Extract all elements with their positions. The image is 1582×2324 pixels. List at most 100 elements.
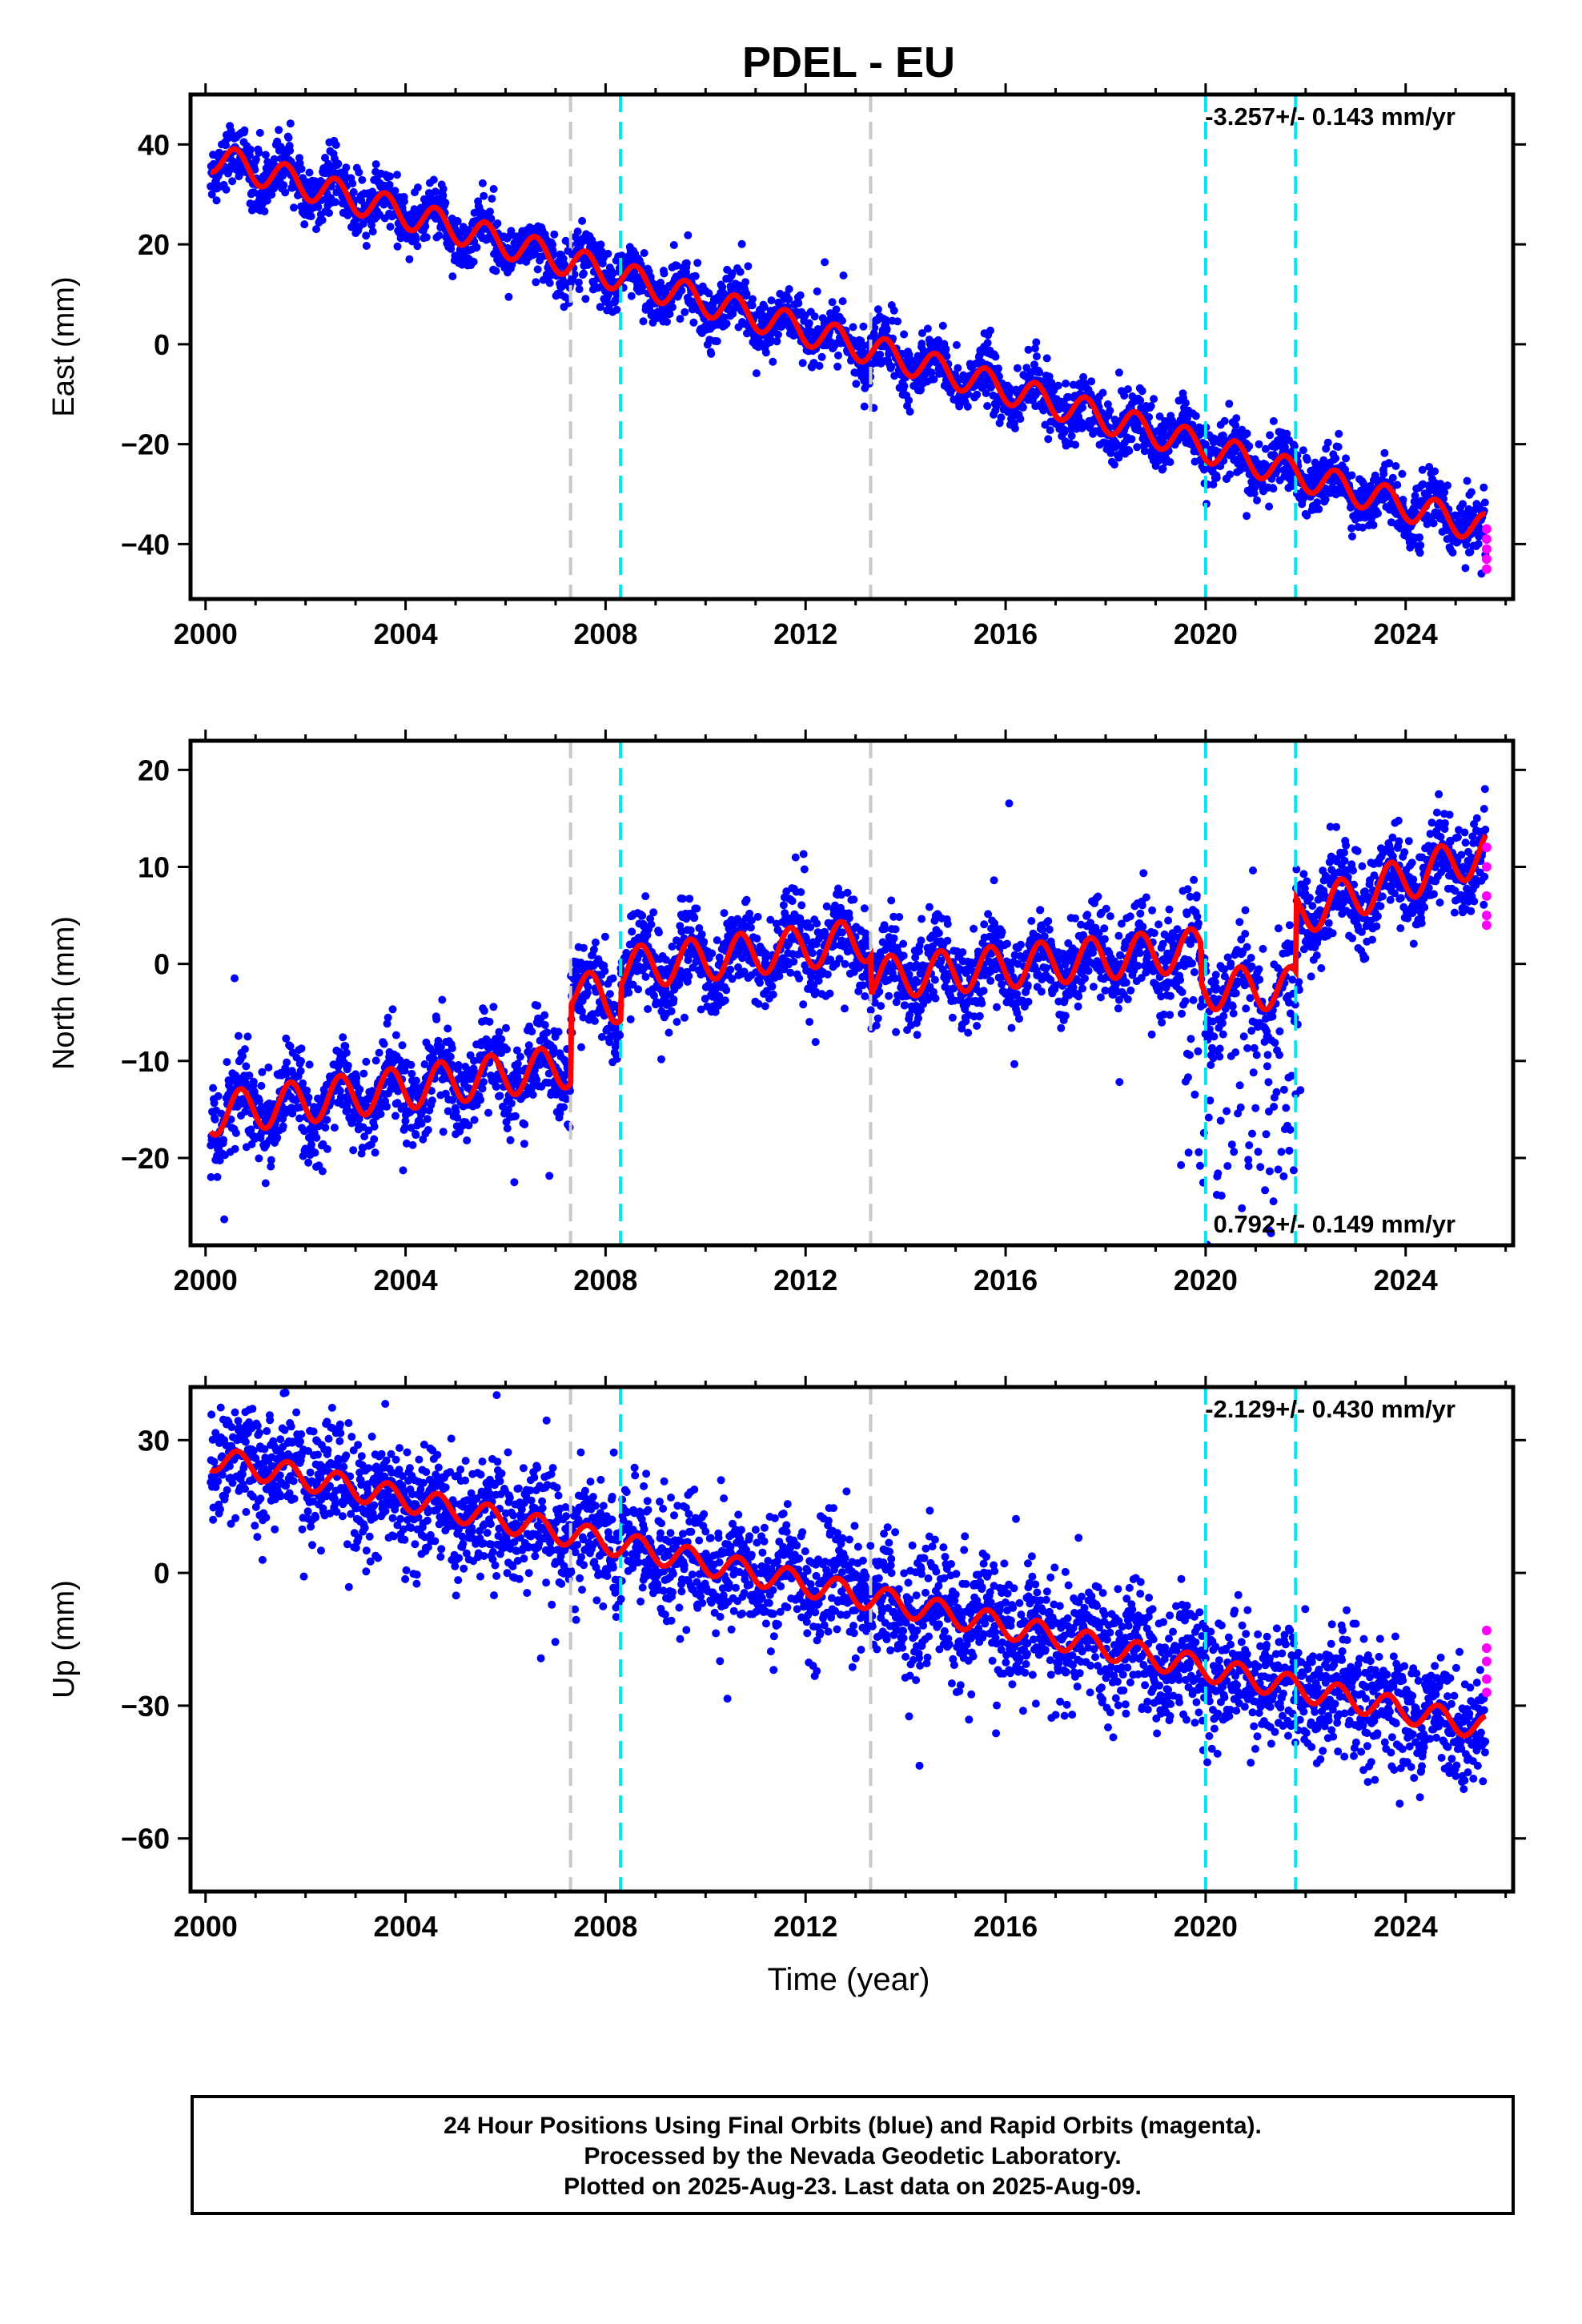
- data-point: [325, 209, 333, 217]
- data-point: [955, 402, 964, 411]
- data-point: [1114, 368, 1123, 377]
- data-point: [282, 1034, 291, 1043]
- data-point: [524, 1041, 533, 1050]
- data-point: [665, 1028, 673, 1037]
- data-point: [532, 1076, 541, 1084]
- data-point: [1431, 467, 1439, 476]
- data-point: [358, 175, 367, 184]
- data-point: [453, 217, 462, 226]
- data-point: [391, 187, 400, 195]
- data-point: [545, 1172, 554, 1180]
- data-point: [1347, 471, 1356, 480]
- data-point: [917, 329, 926, 337]
- data-point: [399, 1166, 408, 1175]
- data-point: [641, 972, 650, 981]
- data-point: [407, 1060, 416, 1069]
- data-point: [766, 335, 775, 344]
- data-point: [231, 1144, 239, 1153]
- data-point: [391, 1031, 400, 1039]
- data-point: [570, 270, 579, 279]
- data-point: [923, 324, 932, 333]
- data-point: [349, 187, 358, 196]
- data-point: [383, 1102, 391, 1111]
- data-point: [243, 1032, 252, 1041]
- data-point: [492, 1083, 500, 1092]
- data-point: [215, 1156, 224, 1165]
- data-point: [1448, 549, 1457, 557]
- data-point: [813, 919, 821, 928]
- data-point: [488, 195, 496, 203]
- data-point: [905, 408, 914, 416]
- data-point: [685, 895, 694, 903]
- data-point: [1374, 509, 1382, 518]
- data-point: [628, 927, 636, 936]
- data-point: [1060, 425, 1069, 434]
- data-point: [1045, 372, 1054, 381]
- data-point: [335, 1087, 344, 1096]
- data-point: [270, 155, 279, 163]
- data-point: [540, 1020, 549, 1029]
- data-point: [1013, 364, 1022, 372]
- data-point: [412, 1076, 420, 1085]
- data-point: [1231, 421, 1240, 429]
- data-point: [507, 227, 516, 235]
- data-point: [821, 258, 829, 267]
- data-point: [486, 207, 494, 216]
- data-point: [554, 1027, 563, 1036]
- data-point: [681, 308, 689, 316]
- data-point: [1290, 442, 1299, 451]
- data-point: [634, 985, 643, 994]
- data-point: [917, 340, 926, 348]
- rapid-orbit-point: [1481, 524, 1492, 534]
- data-point: [255, 148, 263, 157]
- data-point: [942, 352, 951, 360]
- data-point: [837, 891, 845, 899]
- data-point: [307, 212, 315, 221]
- data-point: [1429, 519, 1438, 528]
- data-point: [454, 1061, 463, 1069]
- data-point: [331, 198, 339, 207]
- data-point: [393, 171, 401, 179]
- plot-frame: [188, 92, 1516, 601]
- data-point: [649, 908, 658, 917]
- data-point: [1322, 444, 1331, 453]
- data-point: [305, 1060, 314, 1069]
- data-point: [431, 187, 440, 196]
- data-point: [1098, 388, 1107, 397]
- data-point: [577, 1043, 585, 1051]
- data-point: [1255, 440, 1263, 448]
- data-point: [934, 336, 942, 344]
- data-point: [264, 1063, 273, 1072]
- data-point: [748, 301, 757, 310]
- data-point: [1079, 372, 1088, 381]
- data-point: [681, 1013, 689, 1022]
- data-point: [1369, 521, 1378, 529]
- data-point: [543, 1028, 552, 1037]
- data-point: [448, 1096, 457, 1104]
- data-point: [297, 164, 306, 173]
- data-point: [1158, 464, 1167, 473]
- data-point: [753, 912, 762, 921]
- data-point: [668, 943, 677, 951]
- data-point: [769, 990, 777, 999]
- data-point: [722, 320, 731, 328]
- data-point: [334, 159, 343, 168]
- data-point: [870, 999, 879, 1007]
- data-point: [1016, 415, 1025, 423]
- data-point: [660, 269, 669, 278]
- data-point: [489, 1003, 498, 1011]
- data-point: [1269, 416, 1278, 425]
- data-point: [761, 1002, 769, 1011]
- data-point: [859, 322, 868, 331]
- data-point: [885, 991, 893, 1000]
- data-point: [815, 361, 824, 370]
- data-point: [311, 1148, 319, 1157]
- data-point: [734, 963, 742, 971]
- data-point: [1032, 338, 1041, 347]
- data-point: [297, 1044, 306, 1053]
- data-point: [870, 324, 879, 332]
- data-point: [307, 1140, 315, 1149]
- data-point: [424, 1126, 432, 1134]
- data-point: [667, 1007, 676, 1015]
- data-point: [889, 306, 898, 315]
